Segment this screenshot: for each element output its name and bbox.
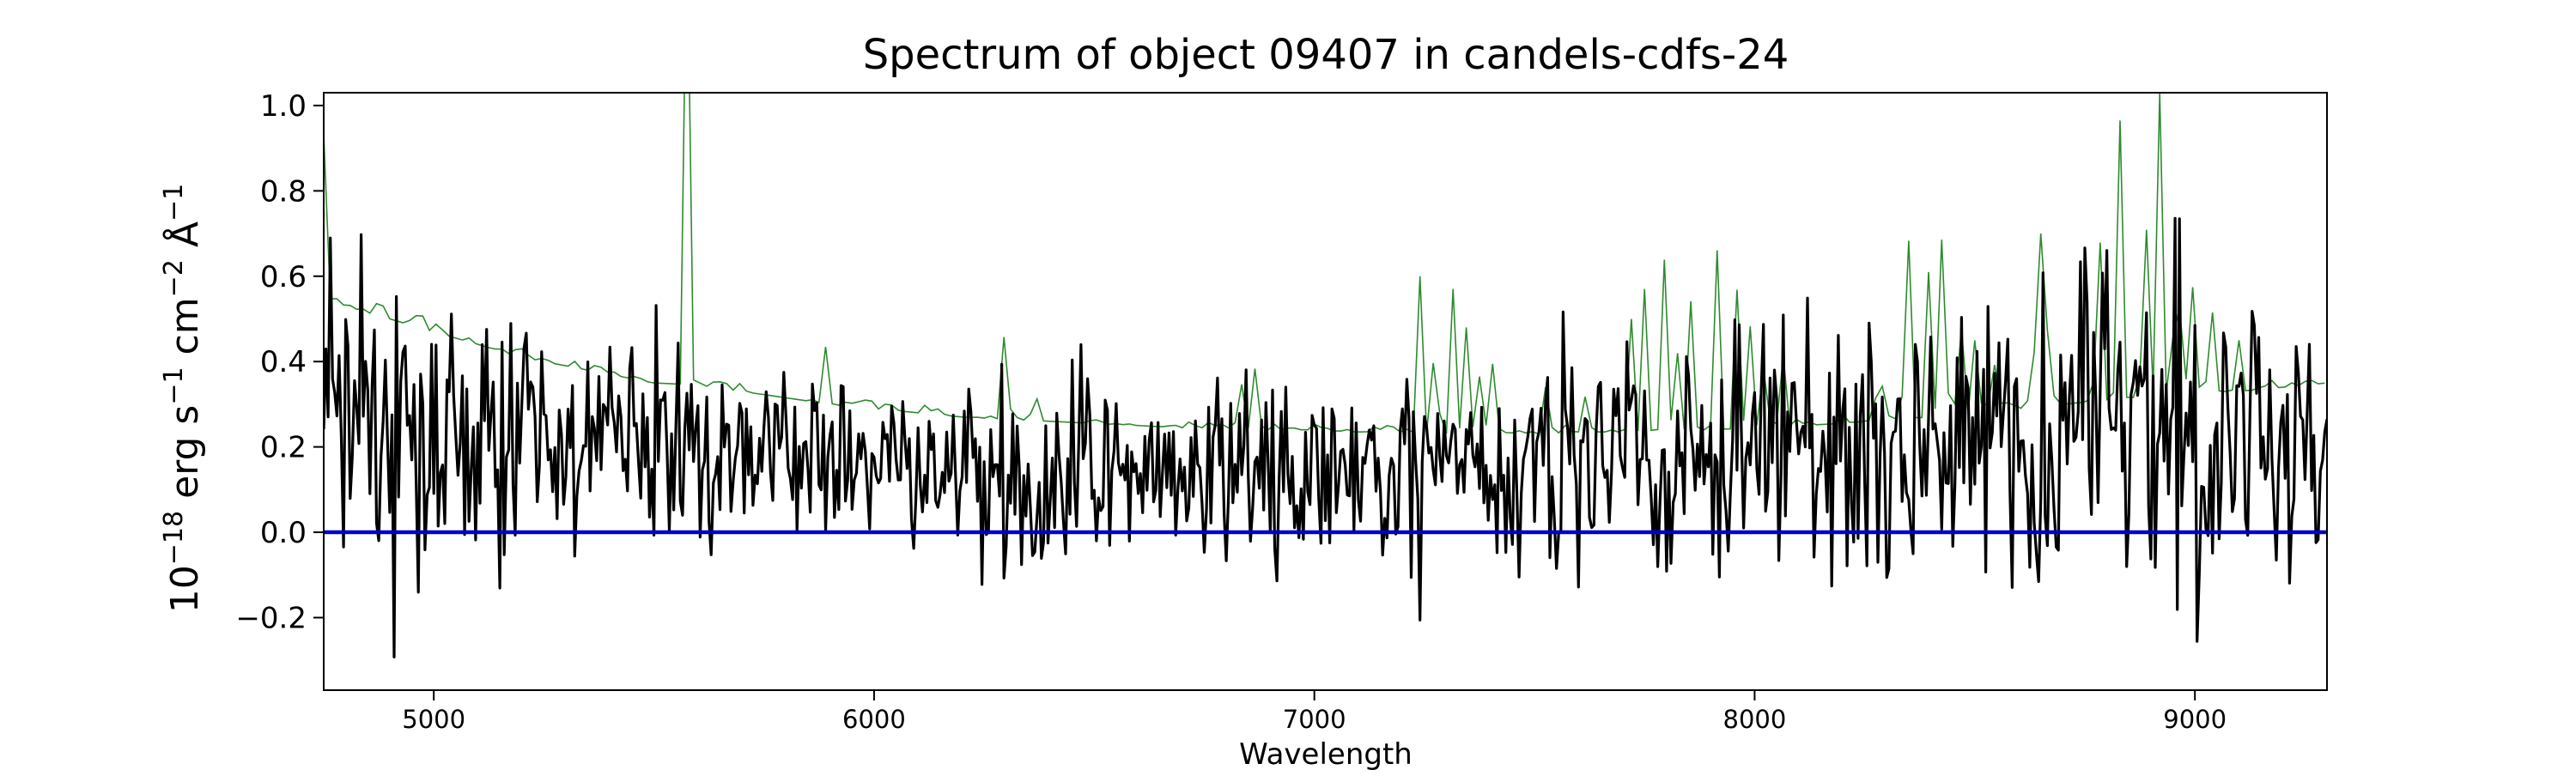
y-tick-label: 0.2 <box>260 431 307 465</box>
x-tick-label: 7000 <box>1283 705 1346 734</box>
y-tick-label: 0.0 <box>260 516 307 550</box>
y-tick-label: 0.8 <box>260 174 307 209</box>
y-tick-label: 0.4 <box>260 345 307 379</box>
chart-title: Spectrum of object 09407 in candels-cdfs… <box>863 31 1789 79</box>
x-axis-label: Wavelength <box>1239 737 1413 772</box>
x-tick-label: 5000 <box>402 705 465 734</box>
plot-frame <box>323 92 2328 691</box>
y-tick-label: −0.2 <box>235 601 307 635</box>
y-tick-label: 0.6 <box>260 260 307 294</box>
y-axis-label: 10−18 erg s−1 cm−2 Å−1 <box>159 184 207 613</box>
x-tick-label: 9000 <box>2163 705 2227 734</box>
flux-spectrum-line <box>324 216 2327 659</box>
x-tick-label: 6000 <box>842 705 906 734</box>
y-tick-label: 1.0 <box>260 89 307 124</box>
x-tick-label: 8000 <box>1723 705 1787 734</box>
